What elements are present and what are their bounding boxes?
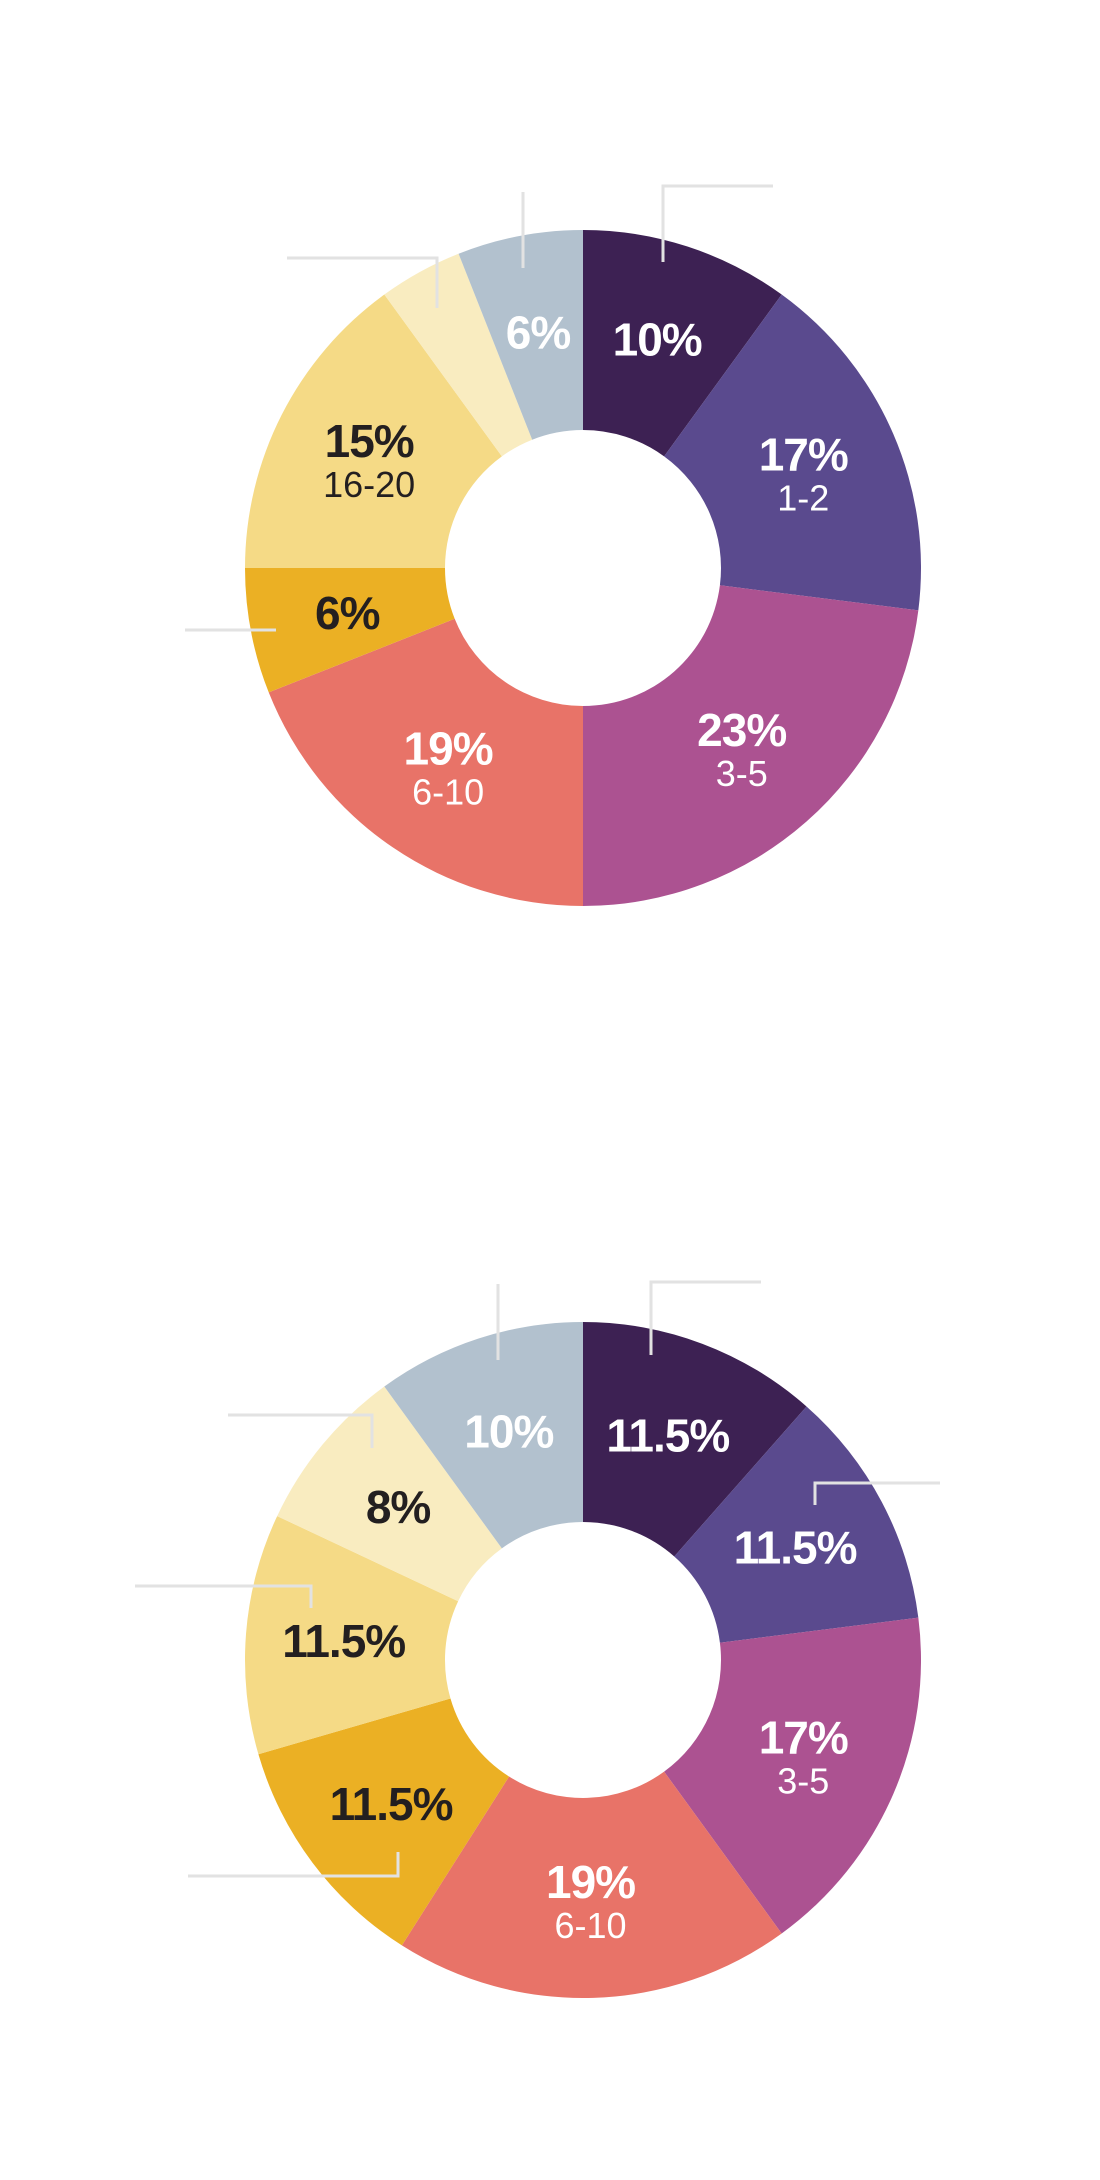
leader-line <box>188 1852 400 1878</box>
leader-line <box>287 256 439 308</box>
slice-percent-label: 11.5% <box>282 1615 405 1667</box>
donut-chart-bottom: 11.5% 11.5% 17%3-5 19%6-10 11.5% 11.5% 8% 10% <box>245 1322 921 1998</box>
leader-lines-top <box>185 184 773 632</box>
slice-percent-label: 23% <box>697 704 786 756</box>
slice-percent-label: 10% <box>464 1406 553 1458</box>
donut-slice <box>583 230 782 457</box>
donut-slice <box>258 1698 510 1946</box>
donut-slice <box>664 294 921 611</box>
donut-slice <box>583 1322 807 1557</box>
slice-range-label: 3-5 <box>777 1760 829 1801</box>
donut-slice <box>245 294 502 568</box>
leader-line <box>228 1413 374 1448</box>
slice-percent-label: 8% <box>366 1481 431 1533</box>
slice-range-label: 1-2 <box>777 478 829 519</box>
donut-slice <box>401 1771 782 1998</box>
leader-line <box>661 184 773 262</box>
slice-percent-label: 17% <box>759 429 848 481</box>
slice-percent-label: 19% <box>404 722 493 774</box>
leader-line <box>813 1481 940 1505</box>
slice-percent-label: 11.5% <box>734 1522 857 1574</box>
donut-slice <box>245 568 455 693</box>
leader-line <box>649 1280 761 1355</box>
slice-range-label: 3-5 <box>716 753 768 794</box>
donut-slice <box>674 1406 919 1643</box>
donut-slice <box>268 618 583 906</box>
donut-slice <box>245 1516 459 1755</box>
donut-chart-top: 10% 17%1-2 23%3-5 19%6-10 6% 15%16-20 6% <box>245 230 921 906</box>
donut-slice <box>458 230 583 440</box>
slice-percent-label: 17% <box>759 1711 848 1763</box>
donut-slice <box>583 585 919 906</box>
slice-range-label: 6-10 <box>412 771 484 812</box>
leader-line <box>135 1584 313 1608</box>
slice-range-label: 6-10 <box>555 1905 627 1946</box>
donut-slice <box>384 1322 583 1549</box>
slice-percent-label: 11.5% <box>606 1409 729 1461</box>
slice-percent-label: 11.5% <box>330 1778 453 1830</box>
donut-slice <box>384 253 533 457</box>
slice-percent-label: 19% <box>546 1856 635 1908</box>
slice-percent-label: 6% <box>506 306 571 358</box>
leader-lines-bottom <box>135 1280 940 1878</box>
slice-percent-label: 15% <box>325 415 414 467</box>
donut-slice <box>277 1386 502 1602</box>
donut-slice <box>664 1617 921 1934</box>
slice-percent-label: 10% <box>613 314 702 366</box>
slice-range-label: 16-20 <box>323 464 415 505</box>
slice-percent-label: 6% <box>315 587 380 639</box>
